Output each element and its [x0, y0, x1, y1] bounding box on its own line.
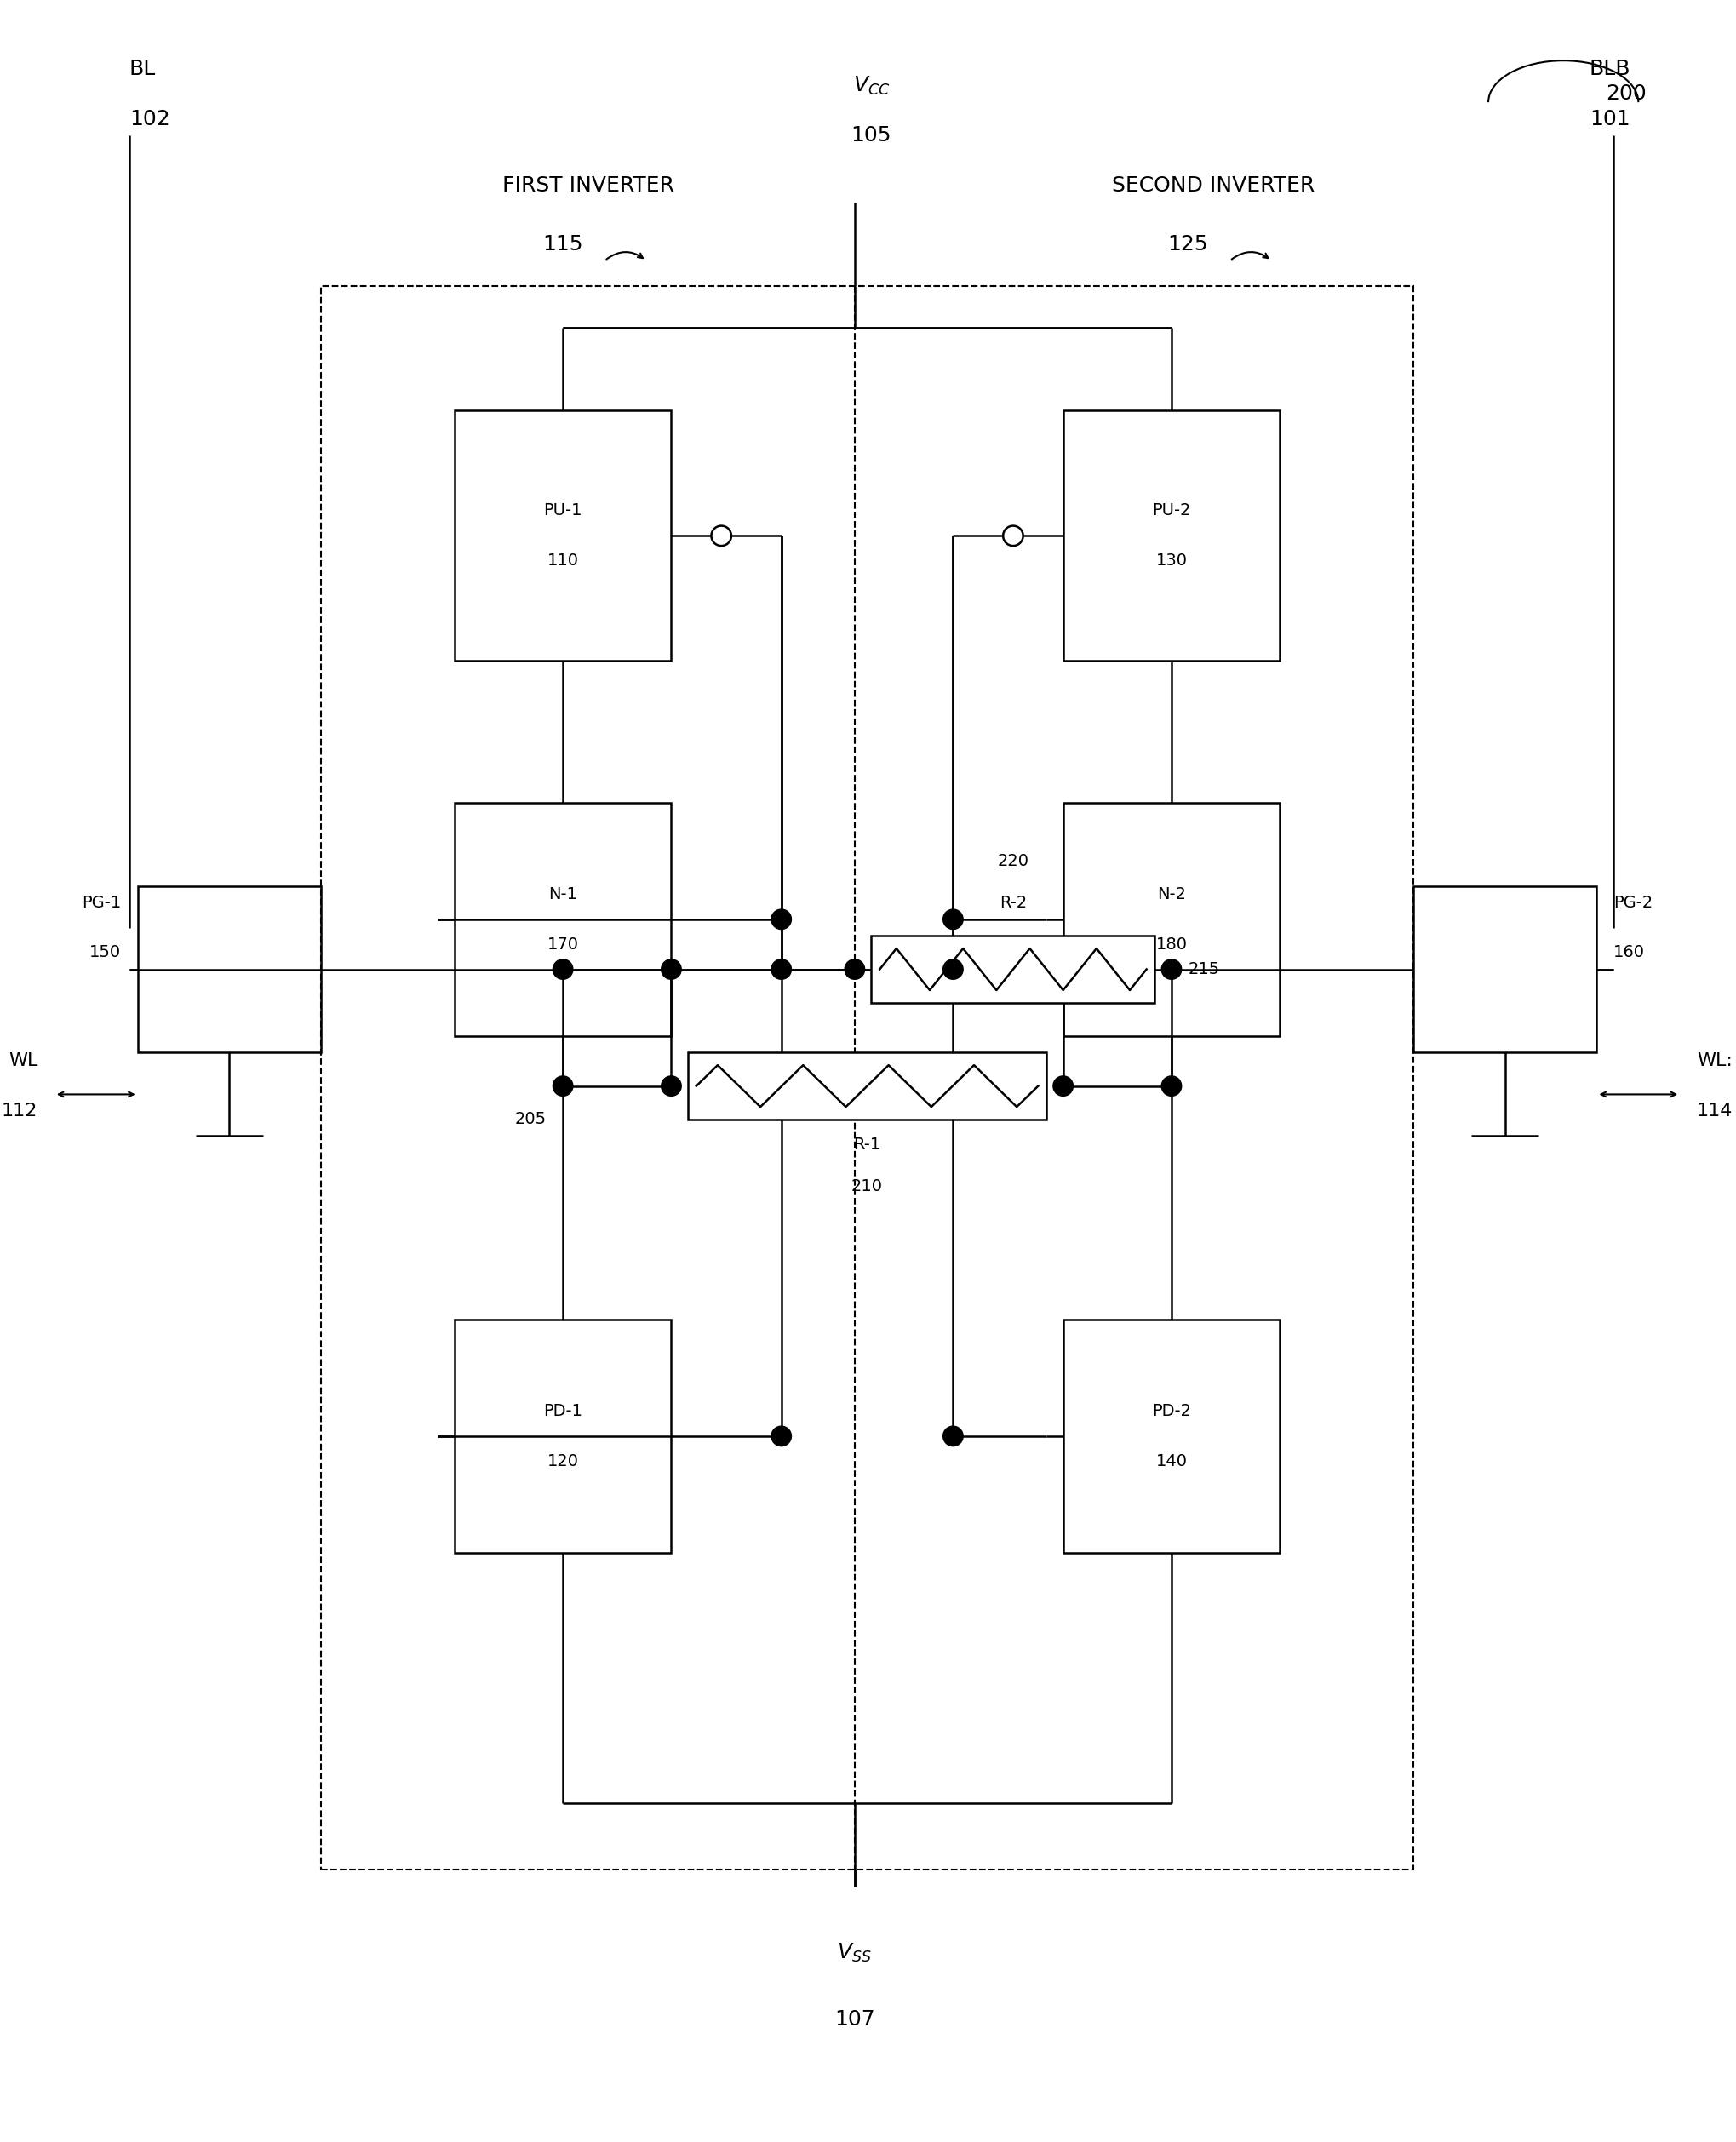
Circle shape: [552, 960, 573, 979]
Text: PG-2: PG-2: [1613, 895, 1653, 910]
Circle shape: [771, 908, 792, 930]
Bar: [1062, 411, 1279, 662]
Bar: [137, 887, 321, 1052]
Text: R-1: R-1: [854, 1135, 880, 1152]
Text: PD-1: PD-1: [543, 1403, 583, 1420]
Text: 102: 102: [130, 109, 170, 129]
Circle shape: [1161, 960, 1182, 979]
Text: 105: 105: [851, 126, 892, 146]
Text: 220: 220: [998, 853, 1029, 870]
Text: BL: BL: [130, 58, 156, 79]
Text: FIRST INVERTER: FIRST INVERTER: [502, 176, 674, 195]
Text: N-2: N-2: [1156, 887, 1186, 902]
Circle shape: [943, 960, 963, 979]
Text: WL: WL: [9, 1052, 38, 1069]
Bar: [455, 1319, 672, 1553]
Text: 205: 205: [514, 1112, 547, 1127]
Bar: [455, 411, 672, 662]
Bar: [455, 803, 672, 1037]
Text: 150: 150: [90, 945, 122, 962]
Circle shape: [661, 960, 681, 979]
Text: 170: 170: [547, 936, 578, 953]
Text: 200: 200: [1606, 84, 1647, 105]
Text: 130: 130: [1156, 553, 1187, 570]
Bar: [1062, 803, 1279, 1037]
Bar: [687, 1052, 1047, 1120]
Text: 140: 140: [1156, 1452, 1187, 1469]
Text: 107: 107: [835, 2009, 875, 2031]
Text: WL:: WL:: [1696, 1052, 1733, 1069]
Bar: [871, 936, 1154, 1002]
Text: PD-2: PD-2: [1153, 1403, 1191, 1420]
Text: $V_{SS}$: $V_{SS}$: [837, 1943, 871, 1964]
Text: N-1: N-1: [549, 887, 578, 902]
Text: 110: 110: [547, 553, 578, 570]
Text: PU-2: PU-2: [1153, 503, 1191, 518]
Text: 125: 125: [1168, 233, 1208, 255]
Circle shape: [943, 908, 963, 930]
Text: 215: 215: [1187, 962, 1220, 977]
Text: R-2: R-2: [1000, 895, 1026, 910]
Circle shape: [845, 960, 865, 979]
Circle shape: [661, 1075, 681, 1097]
Bar: [321, 285, 1413, 1870]
Text: 210: 210: [851, 1178, 884, 1193]
Bar: [1062, 1319, 1279, 1553]
Text: SECOND INVERTER: SECOND INVERTER: [1111, 176, 1314, 195]
Circle shape: [771, 1427, 792, 1446]
Circle shape: [1054, 1075, 1073, 1097]
Text: 160: 160: [1613, 945, 1646, 962]
Text: PG-1: PG-1: [82, 895, 122, 910]
Text: $V_{CC}$: $V_{CC}$: [852, 75, 891, 96]
Circle shape: [1161, 1075, 1182, 1097]
Text: 180: 180: [1156, 936, 1187, 953]
Text: BLB: BLB: [1588, 58, 1630, 79]
Text: 112: 112: [2, 1103, 38, 1120]
Bar: [1413, 887, 1597, 1052]
Text: 101: 101: [1590, 109, 1630, 129]
Circle shape: [552, 1075, 573, 1097]
Circle shape: [943, 1427, 963, 1446]
Text: 120: 120: [547, 1452, 578, 1469]
Text: 114: 114: [1696, 1103, 1733, 1120]
Circle shape: [771, 960, 792, 979]
Text: PU-1: PU-1: [543, 503, 582, 518]
Text: 115: 115: [543, 233, 583, 255]
